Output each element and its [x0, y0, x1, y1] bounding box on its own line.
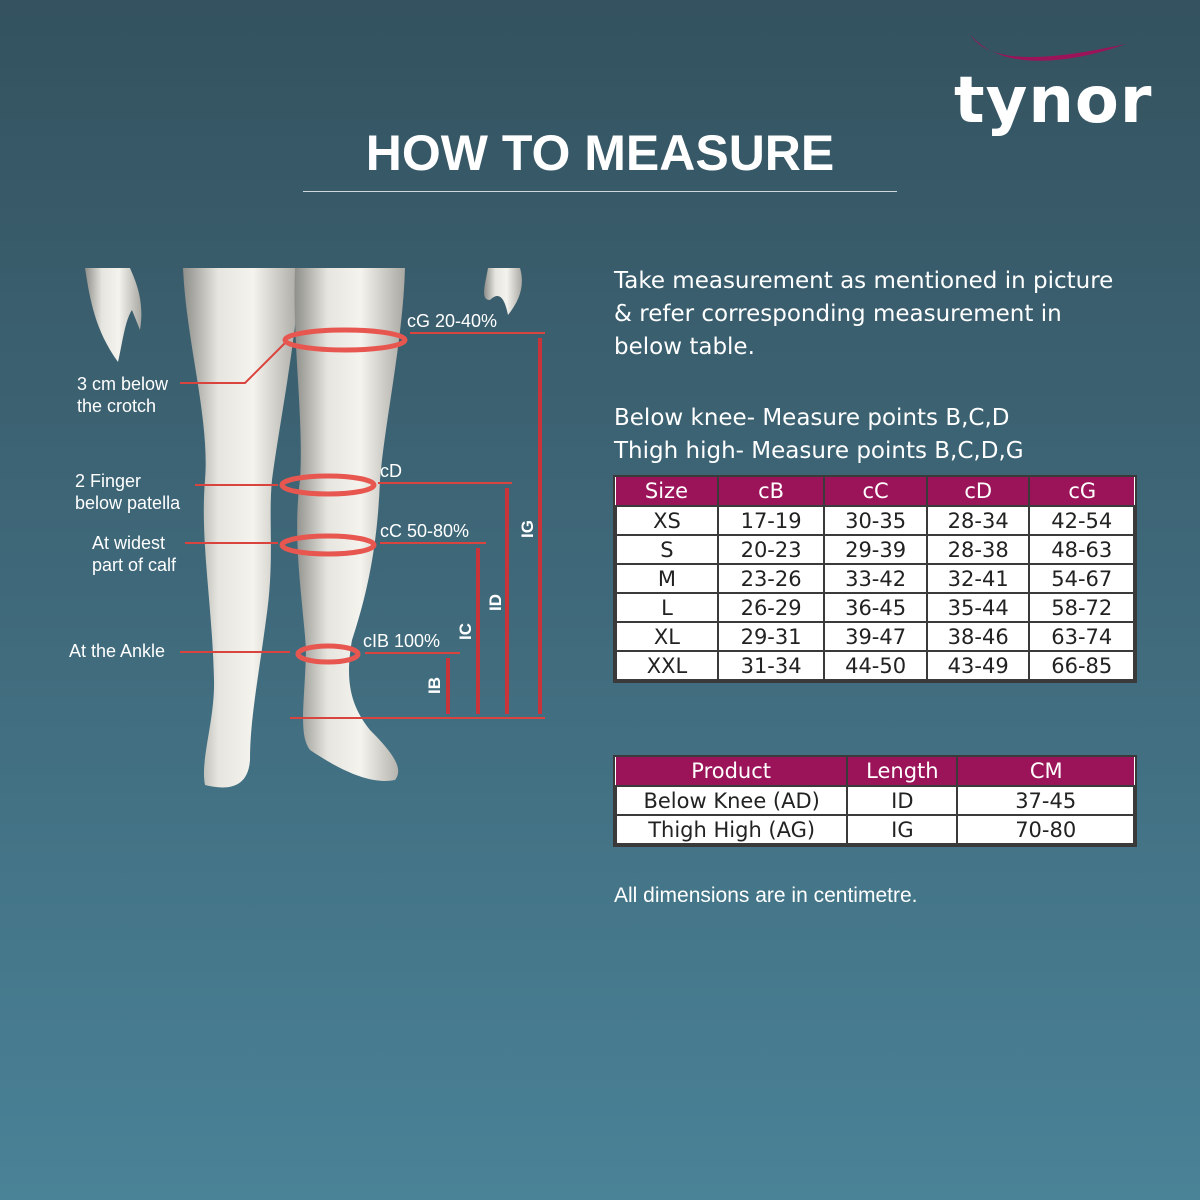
table-row: Below Knee (AD) ID 37-45: [614, 785, 1135, 816]
patella-label: 2 Finger below patella: [75, 470, 180, 514]
column-header: Size: [616, 477, 718, 506]
ib-label: IB: [425, 677, 444, 694]
right-hand: [484, 268, 522, 315]
length-table: Product Length CM Below Knee (AD) ID 37-45 Th…: [614, 757, 1135, 845]
table-cell: 48-63: [1028, 534, 1135, 565]
table-row: M 23-26 33-42 32-41 54-67: [615, 563, 1135, 594]
right-leg: [294, 268, 405, 781]
table-cell: 54-67: [1028, 563, 1135, 594]
units-note: All dimensions are in centimetre.: [614, 884, 918, 907]
column-header: cB: [716, 477, 825, 506]
label-line: At widest: [92, 533, 166, 553]
table-cell: 44-50: [823, 650, 928, 681]
table-row: XL 29-31 39-47 38-46 63-74: [615, 621, 1135, 652]
table-cell: ID: [846, 785, 959, 816]
table-row: XXL 31-34 44-50 43-49 66-85: [615, 650, 1135, 681]
table-cell: IG: [846, 814, 959, 845]
table-cell: 26-29: [716, 592, 826, 623]
table-cell: Below Knee (AD): [614, 785, 849, 816]
table-cell: 70-80: [956, 814, 1135, 845]
logo-text: tynor: [954, 64, 1153, 138]
table-cell: XXL: [615, 650, 719, 681]
table-cell: 28-38: [925, 534, 1031, 565]
table-cell: 23-26: [716, 563, 826, 594]
title-divider: [303, 191, 897, 192]
table-cell: XS: [615, 505, 719, 536]
thigh-high-points: Thigh high- Measure points B,C,D,G: [614, 438, 1024, 464]
table-header-row: Product Length CM: [616, 757, 1134, 786]
column-header: cC: [823, 477, 927, 506]
calf-label: At widest part of calf: [92, 532, 176, 576]
table-cell: 39-47: [823, 621, 928, 652]
measure-points: Below knee- Measure points B,C,D Thigh h…: [614, 402, 1024, 468]
intro-line: below table.: [614, 334, 755, 360]
cd-label: cD: [380, 461, 402, 481]
table-cell: 28-34: [925, 505, 1031, 536]
label-line: part of calf: [92, 555, 177, 575]
table-cell: 38-46: [925, 621, 1031, 652]
table-row: XS 17-19 30-35 28-34 42-54: [615, 505, 1135, 536]
column-header: Product: [616, 757, 848, 786]
table-cell: 29-31: [716, 621, 826, 652]
table-cell: 63-74: [1028, 621, 1135, 652]
table-cell: 37-45: [956, 785, 1135, 816]
table-cell: 30-35: [823, 505, 928, 536]
crotch-leader-line: [180, 342, 286, 384]
table-header-row: Size cB cC cD cG: [616, 477, 1134, 506]
table-cell: 66-85: [1028, 650, 1135, 681]
size-table: Size cB cC cD cG XS 17-19 30-35 28-34 42-54 S 20-2…: [615, 477, 1135, 681]
table-cell: 20-23: [716, 534, 826, 565]
table-cell: 35-44: [925, 592, 1031, 623]
ic-label: IC: [456, 623, 475, 640]
left-leg: [183, 268, 300, 788]
logo-swoosh-icon: [970, 34, 1126, 61]
table-cell: 33-42: [823, 563, 928, 594]
leg-measurement-figure: [85, 268, 545, 788]
intro-line: & refer corresponding measurement in: [614, 301, 1062, 327]
table-cell: Thigh High (AG): [614, 814, 849, 845]
id-label: ID: [486, 594, 505, 611]
table-row: Thigh High (AG) IG 70-80: [614, 814, 1135, 845]
cc-label: cC 50-80%: [380, 521, 470, 541]
table-cell: L: [615, 592, 719, 623]
tynor-logo: tynor: [950, 28, 1153, 138]
cb-label: cIB 100%: [363, 631, 441, 651]
table-row: S 20-23 29-39 28-38 48-63: [615, 534, 1135, 565]
column-header: cG: [1028, 477, 1134, 506]
intro-text: Take measurement as mentioned in picture…: [614, 265, 1113, 364]
table-cell: 29-39: [823, 534, 928, 565]
intro-line: Take measurement as mentioned in picture: [614, 268, 1114, 294]
page-title: HOW TO MEASURE: [365, 125, 835, 181]
table-cell: 32-41: [925, 563, 1031, 594]
column-header: Length: [846, 757, 958, 786]
column-header: CM: [956, 757, 1134, 786]
label-line: 3 cm below: [77, 374, 169, 394]
label-line: 2 Finger: [75, 471, 142, 491]
cg-label: cG 20-40%: [407, 311, 498, 331]
ig-label: IG: [518, 520, 537, 538]
table-cell: 31-34: [716, 650, 826, 681]
label-line: below patella: [75, 493, 181, 513]
table-cell: 17-19: [716, 505, 826, 536]
table-cell: XL: [615, 621, 719, 652]
column-header: cD: [925, 477, 1030, 506]
table-cell: 58-72: [1028, 592, 1135, 623]
below-knee-points: Below knee- Measure points B,C,D: [614, 405, 1010, 431]
label-line: the crotch: [77, 396, 157, 416]
length-arrows: [446, 338, 542, 714]
table-cell: S: [615, 534, 719, 565]
table-row: L 26-29 36-45 35-44 58-72: [615, 592, 1135, 623]
ankle-label: At the Ankle: [69, 641, 166, 661]
circumference-arrows: [279, 327, 408, 665]
table-cell: 36-45: [823, 592, 928, 623]
table-cell: 42-54: [1028, 505, 1135, 536]
crotch-label: 3 cm below the crotch: [77, 373, 168, 417]
table-cell: 43-49: [925, 650, 1031, 681]
left-hand: [85, 268, 142, 362]
table-cell: M: [615, 563, 719, 594]
